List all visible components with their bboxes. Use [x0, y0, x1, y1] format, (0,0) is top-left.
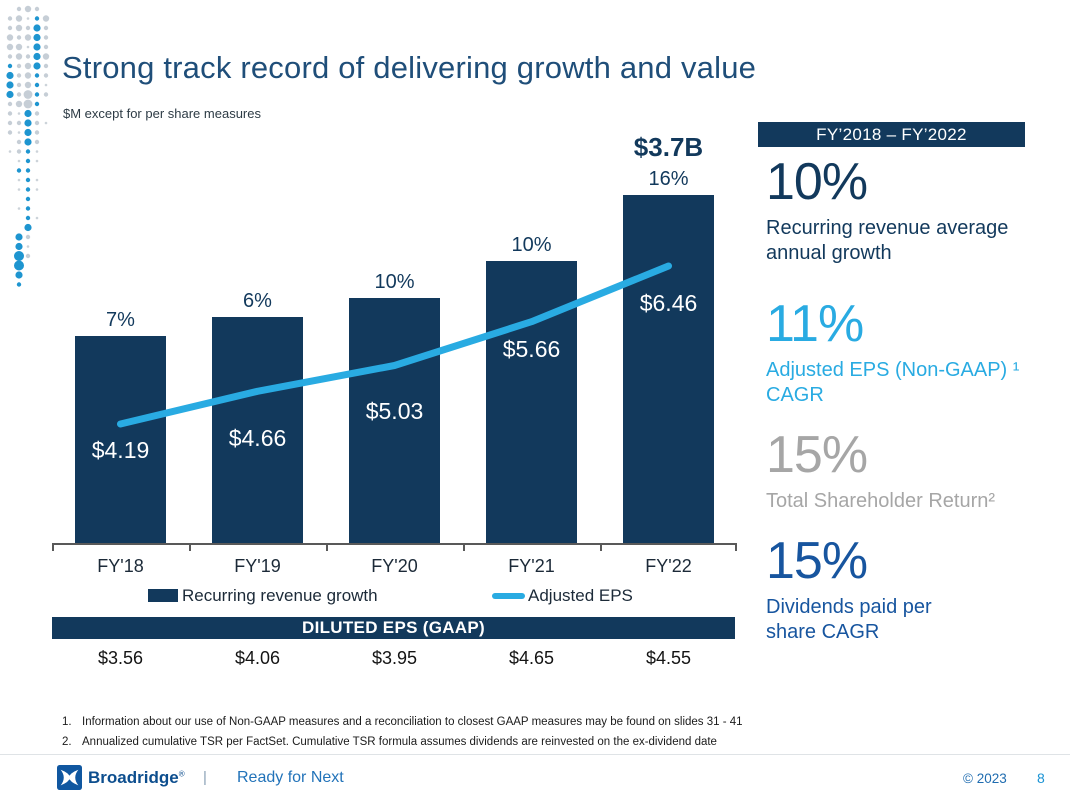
- slide-subtitle: $M except for per share measures: [63, 106, 261, 121]
- x-axis-tick: [52, 543, 54, 551]
- legend-line-swatch: [492, 593, 525, 599]
- legend-bar-label: Recurring revenue growth: [182, 586, 378, 605]
- x-axis-tick: [735, 543, 737, 551]
- registered-mark: ®: [178, 769, 185, 779]
- x-axis-tick: [326, 543, 328, 551]
- stat-label: Dividends paid per share CAGR: [766, 595, 932, 644]
- revenue-bar: [75, 336, 166, 543]
- stat-label: Adjusted EPS (Non-GAAP) ¹ CAGR: [766, 358, 1020, 407]
- growth-label: 6%: [243, 290, 272, 312]
- revenue-bar: [349, 298, 440, 543]
- eps-point-label: $4.19: [91, 437, 150, 463]
- x-axis-tick: [600, 543, 602, 551]
- dot-decoration: [6, 5, 50, 287]
- page-number: 8: [1037, 770, 1045, 786]
- eps-point-label: $6.46: [639, 290, 698, 316]
- stat-block: 15% Total Shareholder Return²: [766, 428, 1038, 514]
- x-axis-label: FY'19: [234, 556, 281, 576]
- x-axis-label: FY'20: [371, 556, 418, 576]
- revenue-bar: [212, 317, 303, 543]
- eps-point-label: $5.03: [365, 398, 424, 424]
- stat-value: 15%: [766, 426, 868, 484]
- revenue-annotation: $3.7B: [633, 132, 704, 162]
- copyright: © 2023: [963, 771, 1007, 786]
- stat-label: Total Shareholder Return²: [766, 489, 996, 512]
- stat-block: 10% Recurring revenue average annual grow…: [766, 155, 1038, 267]
- diluted-eps-value: $4.55: [645, 648, 692, 668]
- broadridge-logo-icon: [57, 765, 82, 790]
- diluted-eps-value: $3.56: [97, 648, 144, 668]
- legend-line-label: Adjusted EPS: [528, 586, 633, 605]
- eps-point-label: $4.66: [228, 425, 287, 451]
- stat-label: Recurring revenue average annual growth: [766, 216, 1009, 265]
- growth-label: 10%: [511, 234, 552, 256]
- growth-label: 16%: [648, 168, 689, 190]
- x-axis-label: FY'21: [508, 556, 555, 576]
- page-title: Strong track record of delivering growth…: [62, 50, 757, 85]
- growth-label: 7%: [106, 309, 135, 331]
- period-banner: FY’2018 – FY’2022: [758, 122, 1025, 147]
- x-axis-label: FY'18: [97, 556, 144, 576]
- stat-value: 10%: [766, 153, 868, 211]
- stat-value: 11%: [766, 295, 864, 353]
- legend-bar-swatch: [148, 589, 178, 602]
- stat-block: 11% Adjusted EPS (Non-GAAP) ¹ CAGR: [766, 297, 1038, 409]
- growth-label: 10%: [374, 271, 415, 293]
- x-axis-tick: [463, 543, 465, 551]
- diluted-eps-banner: DILUTED EPS (GAAP): [52, 617, 735, 639]
- footer-tagline: Ready for Next: [237, 769, 344, 786]
- x-axis-tick: [189, 543, 191, 551]
- footnote: 1. Information about our use of Non-GAAP …: [62, 716, 743, 728]
- revenue-bar: [623, 195, 714, 543]
- stat-block: 15% Dividends paid per share CAGR: [766, 534, 978, 646]
- revenue-eps-chart: 7% $4.19 FY'18 6% $4.66 FY'19 10% $5.03 FY'20 10%…: [52, 132, 737, 576]
- footer-brand: Broadridge®: [88, 768, 185, 787]
- x-axis: [52, 543, 737, 545]
- diluted-eps-value: $4.65: [508, 648, 555, 668]
- footnote: 2. Annualized cumulative TSR per FactSet.…: [62, 736, 717, 748]
- adjusted-eps-line: [117, 262, 672, 428]
- diluted-eps-value: $3.95: [371, 648, 418, 668]
- eps-point-label: $5.66: [502, 336, 561, 362]
- footer-separator: |: [203, 769, 207, 786]
- diluted-eps-value: $4.06: [234, 648, 281, 668]
- stat-value: 15%: [766, 532, 868, 590]
- footer-divider: [0, 754, 1070, 755]
- x-axis-label: FY'22: [645, 556, 692, 576]
